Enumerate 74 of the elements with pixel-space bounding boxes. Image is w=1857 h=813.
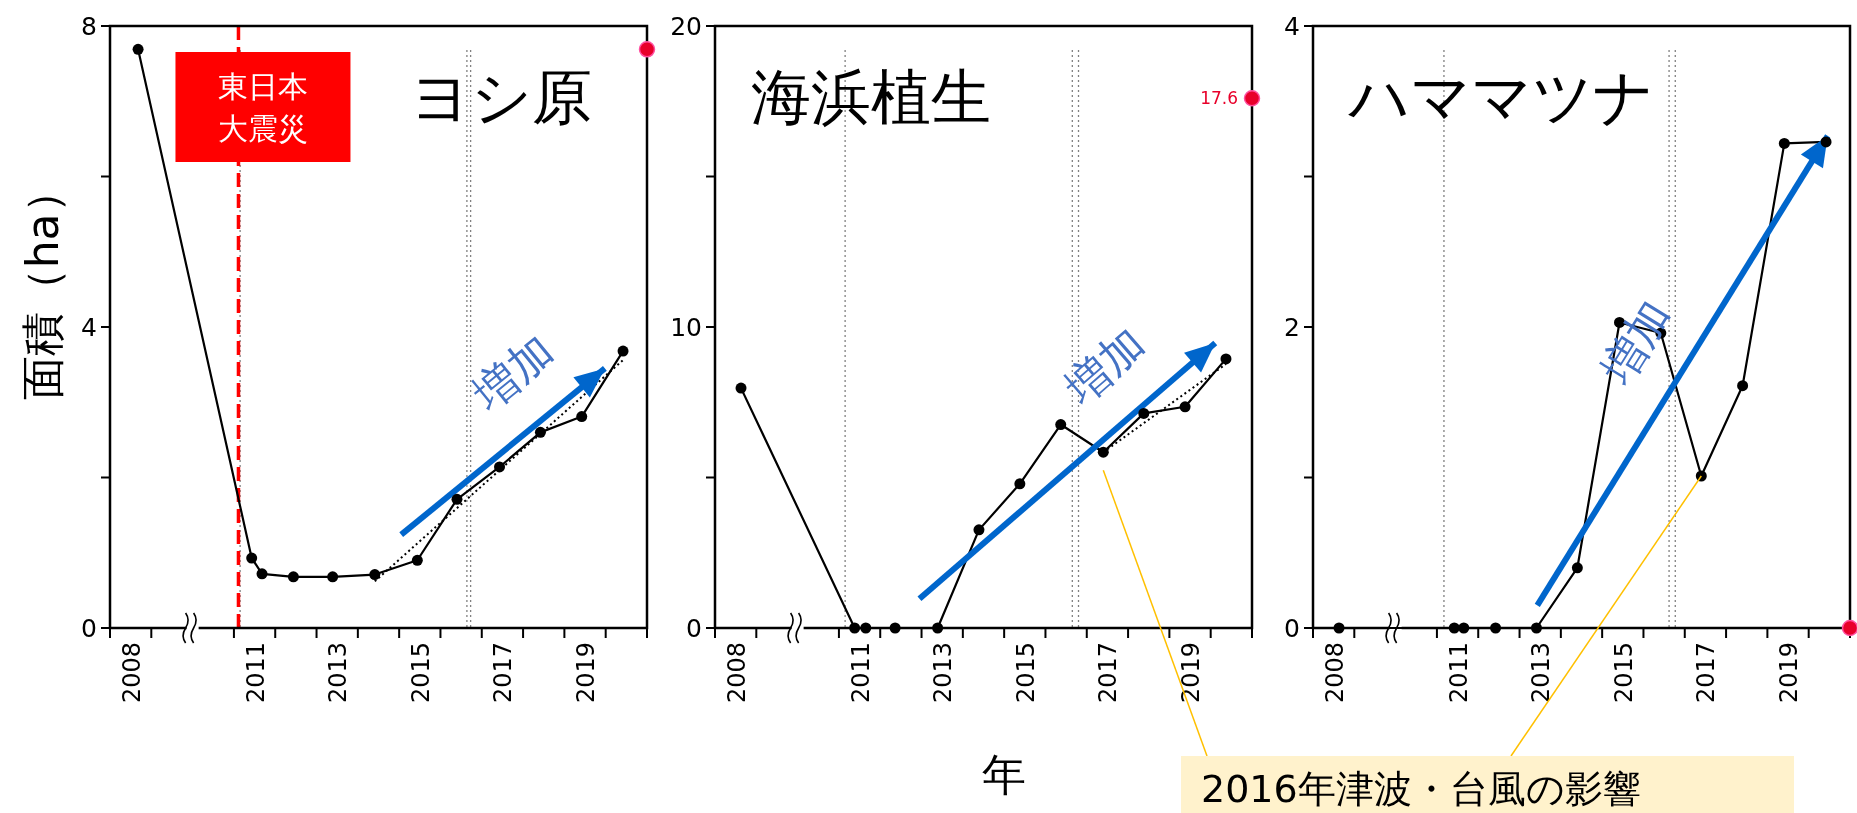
- point: [287, 571, 299, 583]
- y-tick-label: 2: [1284, 313, 1300, 342]
- x-tick-label: 2013: [929, 642, 958, 704]
- x-tick-label: 2019: [1775, 642, 1804, 704]
- x-tick-label: 2011: [1444, 642, 1473, 704]
- point: [1490, 622, 1502, 634]
- y-tick-label: 4: [1284, 12, 1300, 41]
- point: [932, 622, 944, 634]
- point: [1055, 419, 1067, 431]
- point: [411, 554, 423, 566]
- point: [246, 552, 258, 564]
- x-tick-label: 2008: [722, 642, 751, 704]
- y-tick-label: 8: [81, 12, 97, 41]
- point: [327, 571, 339, 583]
- y-axis-title: 面積（ha）: [17, 169, 68, 401]
- point: [1333, 622, 1345, 634]
- x-tick-label: 2011: [241, 642, 270, 704]
- point: [369, 569, 381, 581]
- y-tick-label: 0: [81, 614, 97, 643]
- x-tick-label: 2008: [117, 642, 146, 704]
- point: [638, 41, 656, 58]
- text: ヨシ原: [410, 62, 592, 132]
- y-tick-label: 0: [686, 614, 702, 643]
- x-tick-label: 2013: [1527, 642, 1556, 704]
- point: [617, 345, 629, 357]
- x-tick-label: 2017: [489, 642, 518, 704]
- ref-line-label: 東日本大震災: [217, 69, 308, 146]
- point: [973, 524, 985, 536]
- x-tick-label: 2008: [1320, 642, 1349, 704]
- point: [1448, 622, 1460, 634]
- point: [1243, 89, 1261, 107]
- point: [1014, 478, 1026, 490]
- point: [849, 622, 861, 634]
- y-tick-label: 20: [670, 12, 702, 41]
- point: [1571, 562, 1583, 574]
- y-tick-label: 10: [670, 313, 702, 342]
- text: 海浜植生: [751, 62, 991, 132]
- data-label: 17.6: [1200, 88, 1238, 109]
- x-tick-label: 2015: [1609, 642, 1638, 704]
- annotation: 2016年津波・台風の影響: [1201, 767, 1641, 811]
- point: [451, 493, 463, 505]
- y-tick-label: 4: [81, 313, 97, 342]
- annotation: 増加: [1054, 317, 1156, 415]
- x-tick-label: 2017: [1094, 642, 1123, 704]
- point: [1220, 353, 1232, 365]
- point: [860, 622, 872, 634]
- x-tick-label: 2013: [324, 642, 353, 704]
- x-tick-label: 2015: [1011, 642, 1040, 704]
- text: ハママツナ: [1348, 62, 1654, 132]
- point: [735, 382, 747, 394]
- x-tick-label: 2019: [1177, 642, 1206, 704]
- x-tick-label: 2019: [572, 642, 601, 704]
- point: [534, 426, 546, 438]
- x-tick-label: 2015: [406, 642, 435, 704]
- point: [1841, 619, 1857, 637]
- annotation: 増加: [1590, 290, 1681, 394]
- x-axis-title: 年: [981, 749, 1026, 800]
- point: [1530, 622, 1542, 634]
- point: [1179, 401, 1191, 413]
- point: [889, 622, 901, 634]
- point: [1778, 137, 1790, 149]
- point: [1820, 136, 1832, 148]
- point: [576, 411, 588, 423]
- x-tick-label: 2017: [1692, 642, 1721, 704]
- y-tick-label: 0: [1284, 614, 1300, 643]
- point: [1097, 446, 1109, 458]
- annotation: 増加: [462, 324, 564, 421]
- x-tick-label: 2011: [846, 642, 875, 704]
- point: [256, 568, 268, 580]
- point: [132, 43, 144, 55]
- point: [494, 461, 506, 473]
- point: [1138, 407, 1150, 419]
- point: [1458, 622, 1470, 634]
- point: [1737, 380, 1749, 392]
